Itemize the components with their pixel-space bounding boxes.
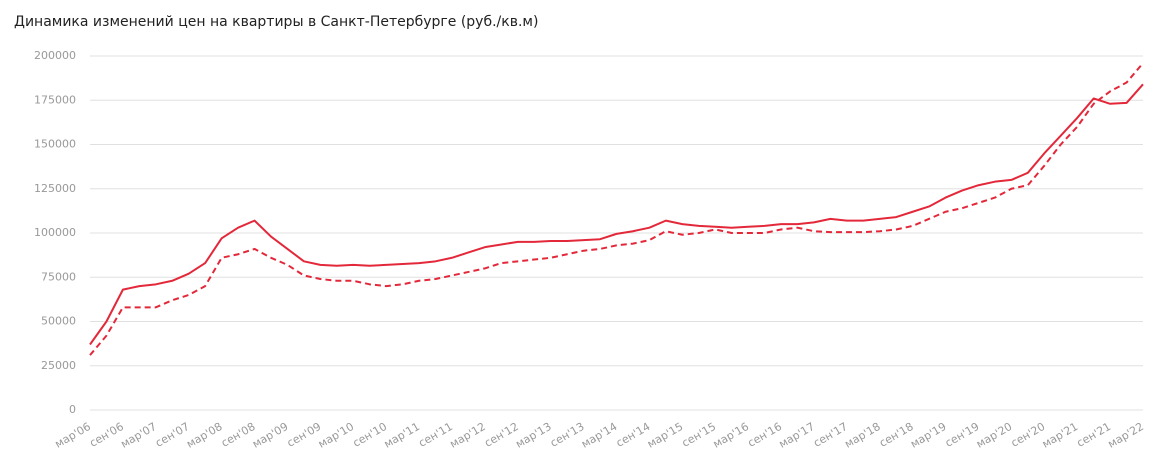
x-tick-label: мар'08 [184, 420, 224, 451]
y-tick-label: 125000 [34, 182, 76, 195]
y-tick-label: 200000 [34, 49, 76, 62]
x-tick-label: мар'10 [316, 420, 356, 451]
x-tick-label: сен'17 [811, 420, 850, 450]
x-tick-label: сен'06 [87, 420, 126, 450]
x-tick-label: мар'16 [711, 420, 751, 451]
x-tick-label: сен'10 [351, 420, 390, 450]
x-tick-label: сен'15 [680, 420, 719, 450]
x-tick-label: мар'12 [448, 420, 488, 451]
x-tick-label: мар'11 [382, 420, 422, 451]
x-tick-label: мар'14 [579, 420, 619, 451]
x-tick-label: мар'21 [1040, 420, 1080, 451]
line-series [89, 83, 1144, 346]
x-tick-label: сен'12 [482, 420, 521, 450]
line-series [89, 62, 1144, 356]
x-tick-label: мар'22 [1106, 420, 1146, 451]
x-tick-label: мар'09 [250, 420, 290, 451]
y-tick-label: 100000 [34, 226, 76, 239]
y-tick-label: 50000 [41, 315, 76, 328]
x-tick-label: мар'15 [645, 420, 685, 451]
y-tick-label: 175000 [34, 93, 76, 106]
x-tick-label: мар'13 [513, 420, 553, 451]
x-tick-label: сен'18 [877, 420, 916, 450]
chart-title: Динамика изменений цен на квартиры в Сан… [14, 14, 538, 30]
x-tick-label: сен'16 [745, 420, 784, 450]
x-tick-label: мар'07 [118, 420, 158, 451]
x-tick-label: мар'18 [842, 420, 882, 451]
x-tick-label: сен'19 [943, 420, 982, 450]
x-tick-label: сен'08 [219, 420, 258, 450]
y-tick-label: 150000 [34, 138, 76, 151]
x-tick-label: сен'11 [416, 420, 455, 450]
x-tick-label: сен'07 [153, 420, 192, 450]
y-tick-label: 75000 [41, 270, 76, 283]
x-tick-label: сен'20 [1009, 420, 1048, 450]
x-tick-label: мар'17 [777, 420, 817, 451]
x-tick-label: сен'14 [614, 420, 653, 450]
x-tick-label: мар'19 [908, 420, 948, 451]
x-tick-label: сен'21 [1075, 420, 1114, 450]
y-tick-label: 0 [69, 403, 76, 416]
x-tick-label: сен'09 [285, 420, 324, 450]
x-tick-label: сен'13 [548, 420, 587, 450]
y-tick-label: 25000 [41, 359, 76, 372]
x-tick-label: мар'20 [974, 420, 1014, 451]
x-tick-label: мар'06 [53, 420, 93, 451]
